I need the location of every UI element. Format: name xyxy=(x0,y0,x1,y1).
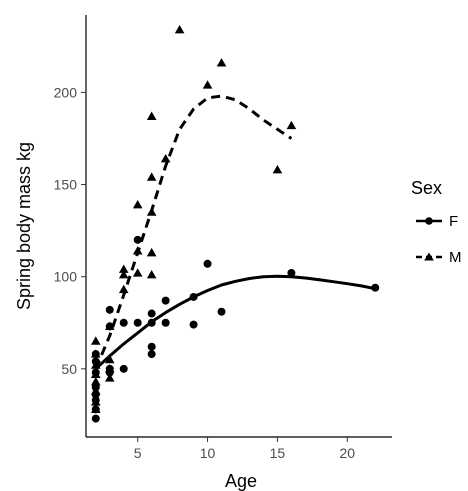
legend-entry-f: F xyxy=(416,213,458,230)
point-m-21 xyxy=(146,172,157,181)
point-m-25 xyxy=(202,80,213,89)
y-axis-title: Spring body mass kg xyxy=(14,142,34,310)
point-f-11 xyxy=(105,305,114,314)
x-ticks: 5 10 15 20 xyxy=(134,437,355,461)
legend-entry-m: M xyxy=(416,249,462,266)
point-m-28 xyxy=(286,120,297,130)
point-f-15 xyxy=(133,235,142,244)
point-f-20 xyxy=(161,318,170,327)
point-f-17 xyxy=(147,342,156,351)
point-m-1 xyxy=(90,397,101,406)
point-f-19 xyxy=(147,309,156,318)
point-m-9 xyxy=(104,364,115,373)
point-m-10 xyxy=(104,354,115,364)
plot-marks xyxy=(90,24,380,423)
point-m-14 xyxy=(118,264,129,273)
point-m-3 xyxy=(90,376,101,386)
point-f-12 xyxy=(119,364,128,373)
point-m-6 xyxy=(90,349,101,358)
legend-label-m: M xyxy=(449,249,462,266)
point-f-0 xyxy=(91,414,100,423)
x-tick-label-20: 20 xyxy=(339,445,355,461)
point-m-26 xyxy=(216,58,227,67)
point-m-7 xyxy=(90,336,101,345)
x-axis-title: Age xyxy=(225,471,257,491)
legend-marker-f xyxy=(425,217,433,225)
y-ticks: 50 100 150 200 xyxy=(54,84,86,377)
point-f-24 xyxy=(203,259,212,268)
x-tick-label-10: 10 xyxy=(200,445,216,461)
point-m-2 xyxy=(90,386,101,395)
trend-line-m xyxy=(94,94,293,370)
point-m-13 xyxy=(118,270,129,279)
point-f-26 xyxy=(287,268,296,277)
point-m-19 xyxy=(146,247,157,257)
y-tick-label-150: 150 xyxy=(54,177,78,193)
point-m-18 xyxy=(146,270,157,279)
y-tick-label-100: 100 xyxy=(54,269,78,285)
point-f-13 xyxy=(119,318,128,327)
point-m-0 xyxy=(90,404,101,413)
legend-label-f: F xyxy=(449,213,458,230)
point-f-21 xyxy=(161,296,170,305)
point-f-27 xyxy=(371,283,380,292)
x-tick-label-15: 15 xyxy=(270,445,286,461)
y-tick-label-50: 50 xyxy=(61,361,77,377)
legend-title: Sex xyxy=(411,178,442,198)
legend-marker-m xyxy=(424,252,434,261)
point-m-5 xyxy=(90,360,101,369)
point-m-17 xyxy=(132,200,143,209)
point-m-11 xyxy=(104,321,115,331)
y-tick-label-200: 200 xyxy=(54,84,78,100)
x-tick-label-5: 5 xyxy=(134,445,142,461)
point-m-23 xyxy=(160,153,171,163)
legend: Sex F M xyxy=(411,178,462,266)
point-m-22 xyxy=(146,111,157,120)
point-f-18 xyxy=(147,318,156,327)
point-m-20 xyxy=(146,207,157,216)
point-f-23 xyxy=(189,292,198,301)
point-f-14 xyxy=(133,318,142,327)
point-f-22 xyxy=(189,320,198,329)
point-m-8 xyxy=(104,373,115,382)
point-m-24 xyxy=(174,24,185,34)
point-f-25 xyxy=(217,307,226,316)
point-f-16 xyxy=(147,350,156,359)
point-m-16 xyxy=(132,246,143,255)
trend-line-f xyxy=(94,274,376,370)
point-m-4 xyxy=(90,369,101,378)
point-m-12 xyxy=(118,284,129,294)
point-m-27 xyxy=(272,164,283,174)
point-m-15 xyxy=(132,268,143,277)
